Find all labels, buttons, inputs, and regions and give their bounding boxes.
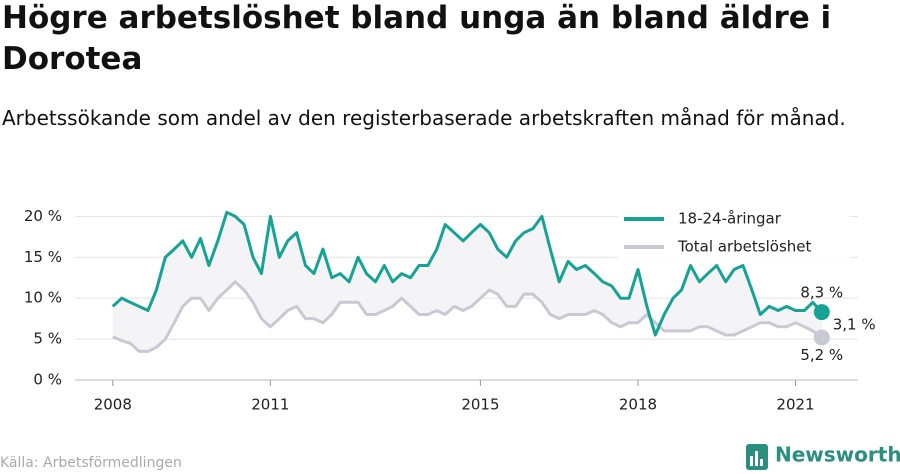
y-tick-label: 10 %: [24, 289, 62, 307]
end-dot: [813, 329, 830, 346]
chart-subtitle: Arbetssökande som andel av den registerb…: [2, 106, 846, 130]
x-tick-label: 2018: [619, 396, 657, 414]
source: Källa: Arbetsförmedlingen: [0, 455, 182, 471]
chart-title: Högre arbetslöshet bland unga än bland ä…: [2, 0, 832, 77]
y-tick-label: 0 %: [33, 371, 62, 389]
y-tick-label: 5 %: [33, 330, 62, 348]
series-line: [112, 280, 823, 353]
x-tick-label: 2008: [94, 396, 132, 414]
end-label: 8,3 %: [800, 284, 843, 302]
logo-icon: [746, 444, 768, 470]
y-tick-label: 20 %: [24, 207, 62, 225]
x-tick-label: 2015: [461, 396, 499, 414]
legend-label: Total arbetslöshet: [677, 238, 812, 256]
series-line: [111, 210, 823, 337]
end-dot: [813, 304, 830, 321]
legend-bg: [618, 205, 850, 263]
difference-label: 3,1 %: [833, 315, 876, 333]
x-tick-label: 2021: [776, 396, 814, 414]
end-label: 5,2 %: [800, 346, 843, 364]
x-tick-label: 2011: [251, 396, 289, 414]
y-tick-label: 15 %: [24, 248, 62, 266]
legend: 18-24-åringar Total arbetslöshet: [618, 205, 850, 263]
legend-label: 18-24-åringar: [678, 210, 782, 228]
logo: Newsworthy: [775, 443, 900, 467]
